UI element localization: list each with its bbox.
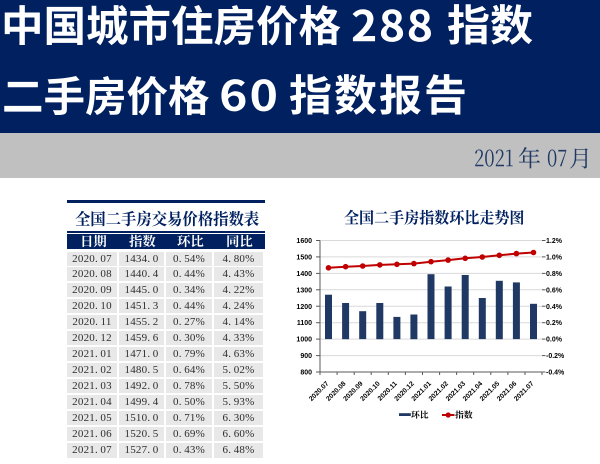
svg-text:1000: 1000 bbox=[296, 337, 312, 344]
svg-text:0.6%: 0.6% bbox=[546, 287, 563, 294]
svg-text:1300: 1300 bbox=[296, 287, 312, 294]
svg-text:800: 800 bbox=[300, 370, 312, 377]
svg-text:0.4%: 0.4% bbox=[546, 304, 563, 311]
svg-text:1400: 1400 bbox=[296, 271, 312, 278]
svg-text:-0.4%: -0.4% bbox=[546, 370, 565, 377]
svg-text:1200: 1200 bbox=[296, 304, 312, 311]
svg-text:1.2%: 1.2% bbox=[546, 238, 563, 245]
svg-text:0.0%: 0.0% bbox=[546, 337, 563, 344]
svg-text:-0.2%: -0.2% bbox=[546, 353, 565, 360]
svg-text:0.8%: 0.8% bbox=[546, 271, 563, 278]
svg-text:1.0%: 1.0% bbox=[546, 254, 563, 261]
svg-text:1500: 1500 bbox=[296, 254, 312, 261]
svg-text:0.2%: 0.2% bbox=[546, 320, 563, 327]
svg-text:1600: 1600 bbox=[296, 238, 312, 245]
svg-text:1100: 1100 bbox=[297, 320, 312, 327]
svg-text:900: 900 bbox=[300, 353, 312, 360]
